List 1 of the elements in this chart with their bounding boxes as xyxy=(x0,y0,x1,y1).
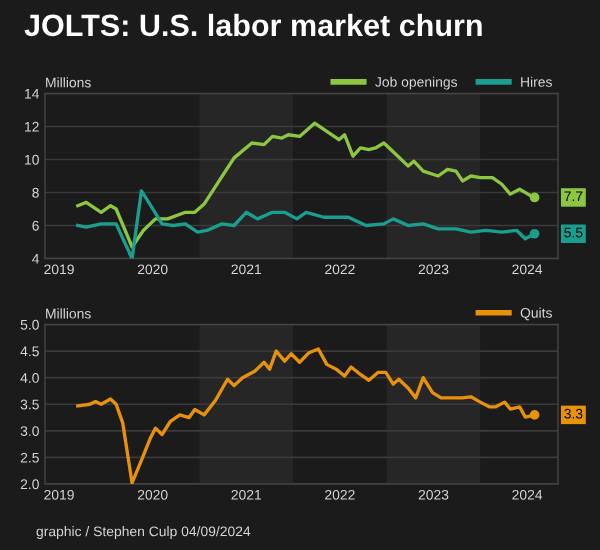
chart-title: JOLTS: U.S. labor market churn xyxy=(24,13,482,37)
